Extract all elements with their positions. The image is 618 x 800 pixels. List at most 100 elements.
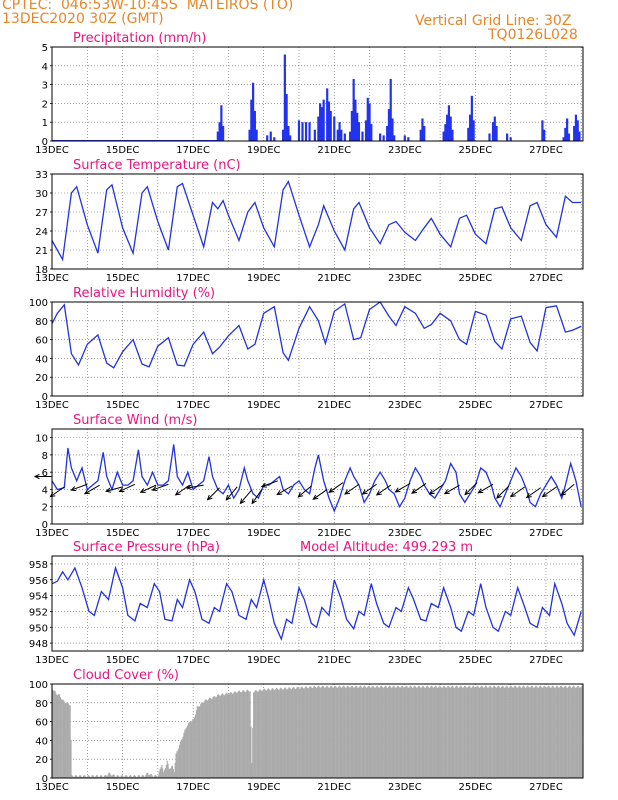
cloud-bar xyxy=(91,775,93,778)
xtick-label: 21DEC xyxy=(317,782,351,793)
cloud-bar xyxy=(434,685,436,778)
cloud-bar xyxy=(427,686,429,778)
cloud-bar xyxy=(483,687,485,778)
cloud-bar xyxy=(219,696,221,778)
cloud-bar xyxy=(160,767,162,778)
cloud-bar xyxy=(472,685,474,778)
cloud-bar xyxy=(263,688,265,778)
cloud-bar xyxy=(389,686,391,778)
ytick-label: 3 xyxy=(42,81,48,92)
precip-bar xyxy=(269,131,272,141)
cloud-bar xyxy=(576,685,578,778)
cloud-bar xyxy=(107,774,109,778)
precip-bar xyxy=(419,129,422,141)
cloud-bar xyxy=(96,775,98,778)
xtick-label: 21DEC xyxy=(317,655,351,666)
cloud-bar xyxy=(533,687,535,778)
cloud-bar xyxy=(461,686,463,778)
cloud-bar xyxy=(337,686,339,778)
cloud-bar xyxy=(313,685,316,778)
wind-arrow xyxy=(175,484,190,496)
cloud-bar xyxy=(311,688,313,778)
ytick-label: 80 xyxy=(35,317,48,328)
cloud-bar xyxy=(266,690,268,778)
cloud-bar xyxy=(473,686,475,778)
cloud-bar xyxy=(111,775,114,778)
cloud-bar xyxy=(194,714,196,778)
wind-arrow xyxy=(362,483,377,495)
cloud-bar xyxy=(177,750,179,778)
cloud-bar xyxy=(185,728,187,778)
cloud-bar xyxy=(172,768,174,778)
cloud-bar xyxy=(351,685,353,778)
wind-arrow xyxy=(510,486,526,498)
cloud-bar xyxy=(465,687,467,778)
cloud-bar xyxy=(541,687,543,778)
cloud-bar xyxy=(414,685,416,778)
xtick-label: 25DEC xyxy=(459,145,493,156)
cloud-bar xyxy=(358,687,360,778)
cloud-bar xyxy=(565,686,567,778)
cloud-bar xyxy=(200,703,202,778)
cloud-bar xyxy=(353,687,355,778)
cloud-bar xyxy=(333,687,335,778)
cloud-bar xyxy=(367,685,369,778)
panel-frame xyxy=(51,173,584,270)
precip-bar xyxy=(354,99,357,141)
precip-bar xyxy=(250,99,253,141)
cloud-bar xyxy=(433,687,436,778)
xtick-label: 19DEC xyxy=(247,145,281,156)
cloud-bar xyxy=(290,688,292,778)
cloud-bar xyxy=(297,686,299,778)
cloud-bar xyxy=(81,776,83,778)
cloud-bar xyxy=(97,776,99,778)
cloud-bar xyxy=(57,694,59,778)
cloud-bar xyxy=(402,686,404,778)
precip-bar xyxy=(386,125,389,141)
cloud-bar xyxy=(207,700,209,778)
cloud-bar xyxy=(514,685,516,778)
cloud-bar xyxy=(457,687,459,778)
precip-bar xyxy=(451,129,454,141)
cloud-bar xyxy=(124,776,126,778)
cloud-bar xyxy=(326,685,328,778)
cloud-bar xyxy=(302,687,304,778)
cloud-bar xyxy=(479,687,481,778)
cloud-bar xyxy=(104,775,106,778)
ytick-label: 2 xyxy=(42,503,48,514)
cloud-bar xyxy=(334,685,336,778)
series-line xyxy=(51,180,582,262)
series-line xyxy=(51,301,582,369)
xtick-label: 15DEC xyxy=(106,145,140,156)
xtick-label: 17DEC xyxy=(176,400,210,411)
precip-bar xyxy=(333,116,336,141)
cloud-bar xyxy=(178,748,180,778)
cloud-bar xyxy=(454,687,456,778)
cloud-bar xyxy=(358,686,361,778)
xtick-label: 21DEC xyxy=(317,528,351,539)
cloud-bar xyxy=(559,687,561,778)
panel-frame xyxy=(51,301,584,397)
cloud-bar xyxy=(553,687,555,778)
cloud-bar xyxy=(268,689,271,778)
cloud-bar xyxy=(327,686,329,778)
cloud-bar xyxy=(281,688,283,778)
cloud-bar xyxy=(275,688,277,778)
cloud-bar xyxy=(396,687,398,778)
cloud-bar xyxy=(222,693,224,778)
cloud-bar xyxy=(552,685,554,778)
cloud-bar xyxy=(470,687,473,778)
cloud-bar xyxy=(376,685,378,778)
cloud-bar xyxy=(356,686,358,778)
cloud-bar xyxy=(120,775,122,778)
ytick-label: 954 xyxy=(29,592,48,603)
cloud-bar xyxy=(201,702,203,778)
cloud-bar xyxy=(294,688,296,778)
ytick-label: 950 xyxy=(29,623,48,634)
cloud-bar xyxy=(560,686,562,778)
cloud-bar xyxy=(141,775,144,778)
precip-bar xyxy=(350,110,354,141)
cloud-bar xyxy=(418,686,421,778)
cloud-bar xyxy=(536,686,538,778)
ytick-label: 100 xyxy=(29,298,48,309)
